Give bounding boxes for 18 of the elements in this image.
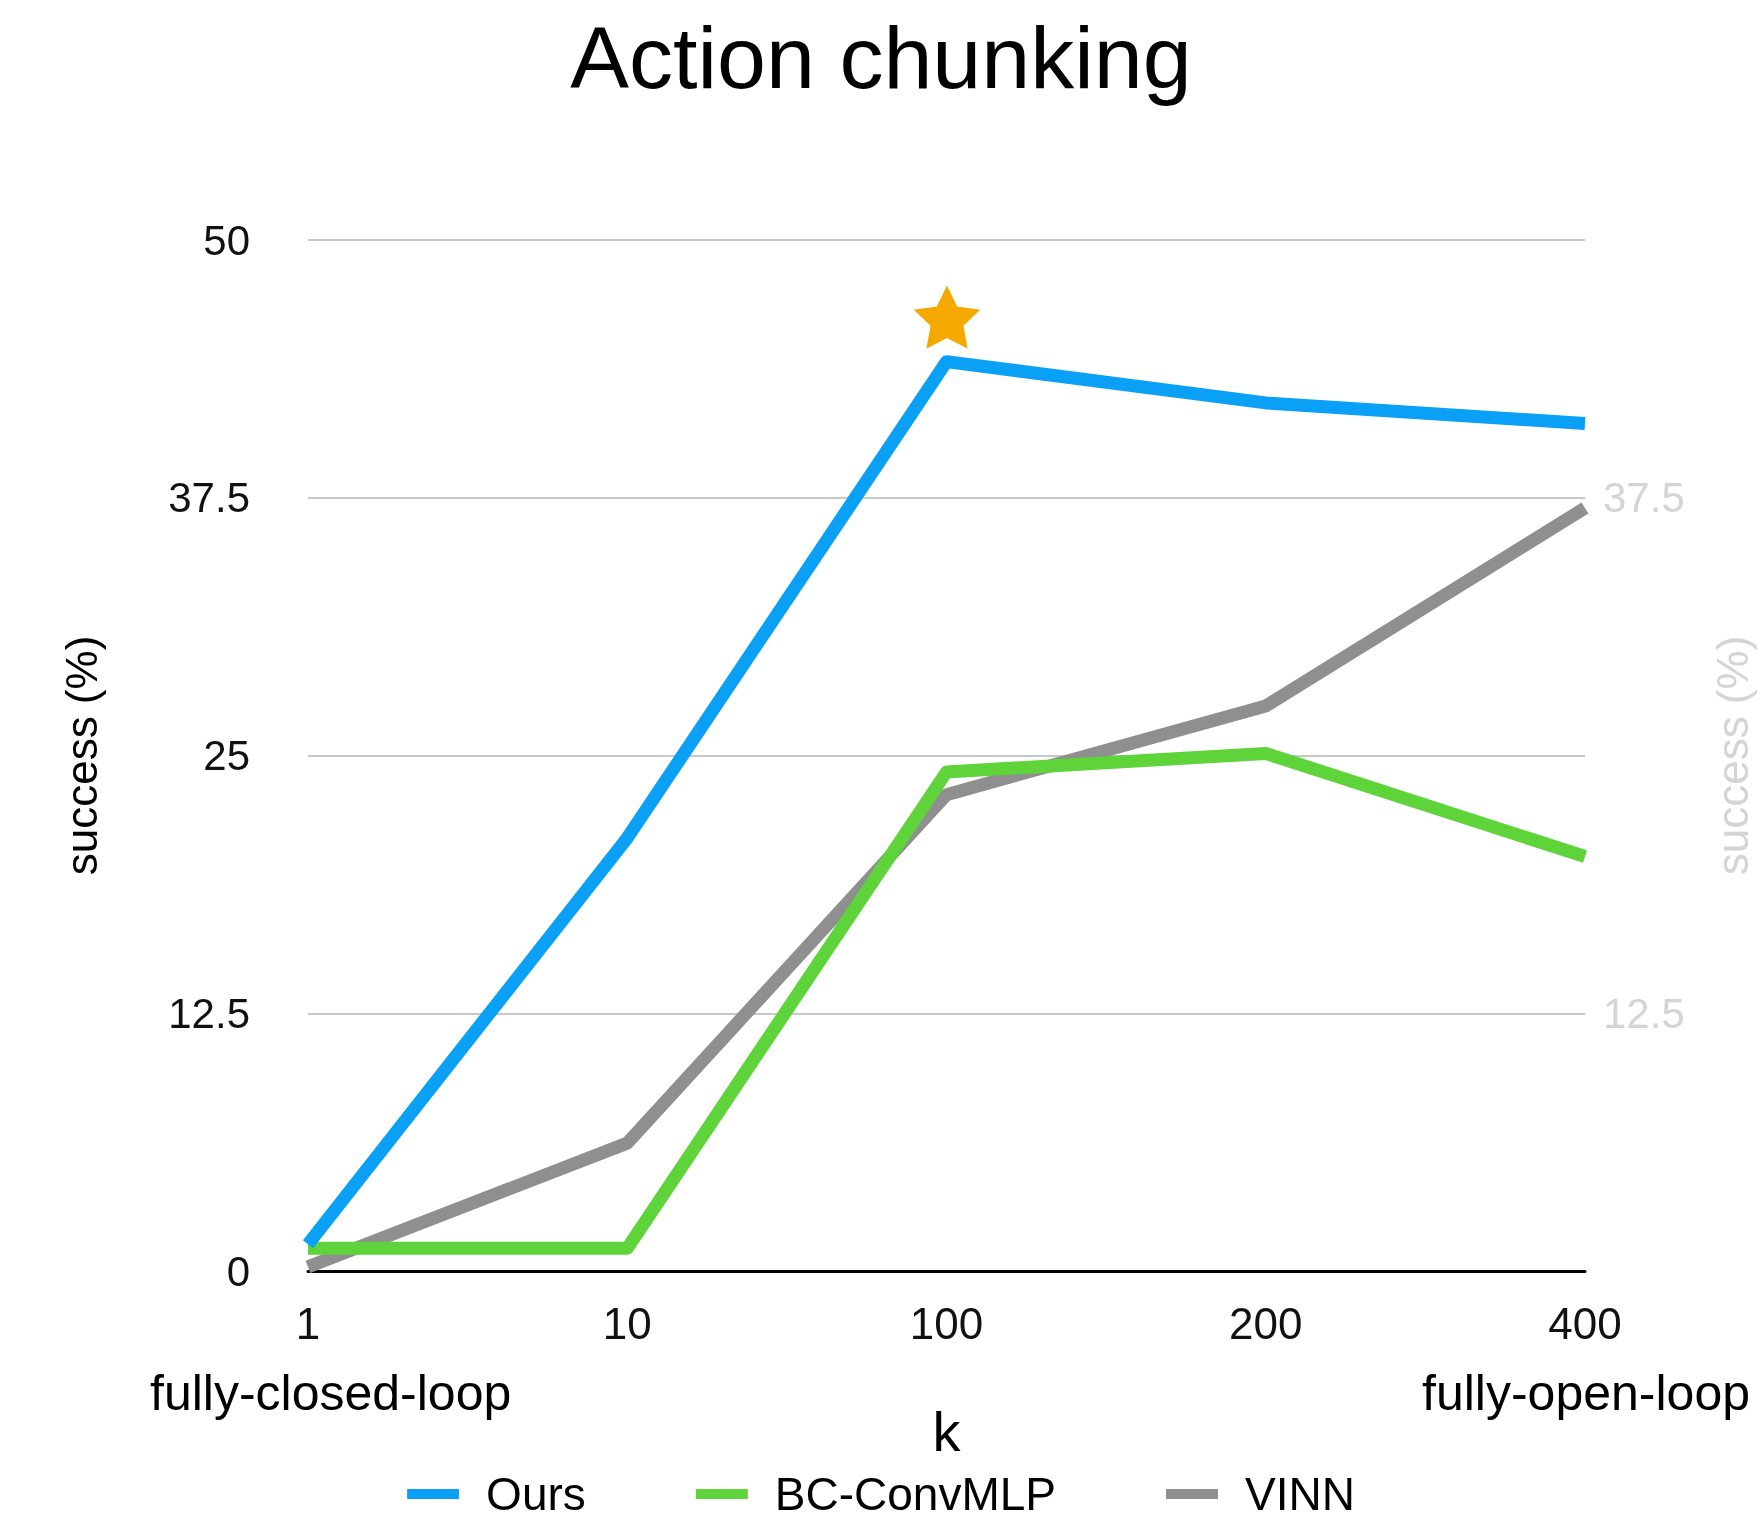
- y-tick-label: 37.5: [168, 474, 250, 522]
- chart-title: Action chunking: [570, 7, 1192, 107]
- y-axis-title: success (%): [56, 635, 106, 876]
- x-tick-label: 400: [1548, 1298, 1622, 1348]
- y-tick-label: 50: [203, 216, 250, 264]
- x-tick-label: 100: [909, 1298, 984, 1348]
- legend-label: Ours: [486, 1468, 586, 1520]
- legend-label: VINN: [1244, 1468, 1355, 1520]
- y-tick-label: 0: [226, 1247, 250, 1295]
- y-tick-label: 25: [203, 732, 250, 779]
- text: fully-open-loop: [1422, 1365, 1751, 1421]
- y-tick-label: 12.5: [168, 989, 250, 1037]
- x-tick-label: 10: [602, 1298, 652, 1348]
- x-tick-label: 1: [295, 1298, 321, 1348]
- x-axis-title: k: [932, 1399, 962, 1463]
- x-tick-label: 200: [1229, 1298, 1303, 1348]
- text: fully-closed-loop: [150, 1365, 512, 1421]
- legend-label: BC-ConvMLP: [774, 1468, 1056, 1520]
